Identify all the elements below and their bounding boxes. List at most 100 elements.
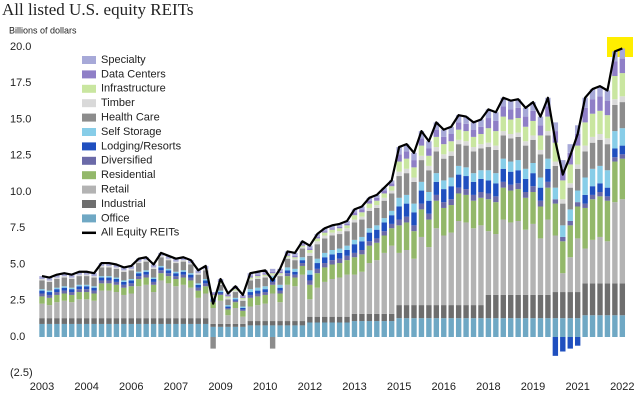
bar-segment bbox=[396, 176, 402, 198]
bar-segment bbox=[493, 120, 499, 132]
bar-segment bbox=[336, 258, 343, 264]
bar-segment bbox=[351, 212, 358, 216]
bar-segment bbox=[39, 290, 45, 294]
bar-segment bbox=[530, 294, 536, 319]
bar-segment bbox=[388, 223, 395, 229]
bar-segment bbox=[180, 260, 187, 262]
bar-segment bbox=[143, 318, 149, 324]
bar-segment bbox=[61, 287, 68, 291]
bar-segment bbox=[173, 258, 179, 262]
bar-segment bbox=[98, 280, 105, 284]
bar-segment bbox=[98, 276, 105, 278]
bar-segment bbox=[403, 158, 410, 169]
bar-segment bbox=[113, 318, 120, 324]
bar-segment bbox=[329, 260, 335, 265]
bar-segment bbox=[210, 302, 216, 308]
bar-segment bbox=[225, 323, 231, 327]
bar-segment bbox=[76, 289, 82, 293]
bar-segment bbox=[374, 197, 380, 201]
bar-segment bbox=[597, 183, 603, 192]
bar-segment bbox=[83, 274, 90, 277]
bar-segment bbox=[381, 222, 387, 232]
bar-segment bbox=[247, 277, 254, 279]
bar-segment bbox=[604, 200, 611, 242]
bar-segment bbox=[322, 281, 328, 317]
bar-segment bbox=[441, 318, 447, 337]
bar-segment bbox=[232, 290, 239, 293]
bar-segment bbox=[54, 292, 60, 295]
total-line bbox=[41, 47, 623, 305]
bar-segment bbox=[299, 244, 306, 246]
bar-segment bbox=[128, 265, 134, 269]
bar-segment bbox=[619, 128, 626, 146]
bar-segment bbox=[336, 316, 343, 323]
bar-segment bbox=[188, 287, 194, 319]
bar-segment bbox=[470, 200, 477, 229]
bar-segment bbox=[61, 293, 68, 301]
bar-segment bbox=[530, 139, 536, 163]
bar-segment bbox=[545, 106, 551, 117]
bar-segment bbox=[150, 281, 157, 285]
bar-segment bbox=[292, 268, 298, 272]
bar-segment bbox=[277, 302, 283, 322]
bar-segment bbox=[560, 180, 566, 200]
bar-segment bbox=[426, 165, 432, 171]
bar-segment bbox=[344, 316, 350, 323]
bar-segment bbox=[217, 326, 224, 337]
x-tick-label: 2018 bbox=[476, 381, 500, 393]
bar-segment bbox=[307, 248, 313, 250]
bar-segment bbox=[188, 273, 194, 275]
bar-segment bbox=[493, 294, 499, 319]
bar-segment bbox=[195, 297, 201, 319]
bar-segment bbox=[418, 145, 425, 156]
bar-segment bbox=[314, 244, 320, 259]
bar-segment bbox=[314, 322, 320, 337]
bar-segment bbox=[188, 274, 194, 278]
bar-segment bbox=[470, 129, 477, 137]
bar-segment bbox=[552, 165, 559, 188]
bar-segment bbox=[121, 294, 127, 319]
bar-segment bbox=[433, 173, 440, 182]
bar-segment bbox=[522, 229, 529, 295]
bar-segment bbox=[210, 294, 216, 297]
bar-segment bbox=[83, 289, 90, 293]
bar-segment bbox=[322, 235, 328, 239]
bar-segment bbox=[493, 112, 499, 121]
bar-segment bbox=[210, 293, 216, 295]
bar-segment bbox=[552, 203, 559, 236]
bar-segment bbox=[240, 299, 246, 301]
bar-segment bbox=[329, 254, 335, 261]
bar-segment bbox=[314, 263, 320, 269]
bar-segment bbox=[381, 200, 387, 219]
bar-segment bbox=[448, 134, 454, 142]
bar-segment bbox=[552, 337, 559, 356]
bar-segment bbox=[344, 228, 350, 232]
bar-segment bbox=[121, 267, 127, 271]
bar-segment bbox=[240, 296, 246, 298]
bar-segment bbox=[388, 186, 395, 191]
bar-segment bbox=[322, 263, 328, 268]
bar-segment bbox=[455, 144, 462, 166]
bar-segment bbox=[522, 126, 529, 142]
bar-segment bbox=[567, 187, 573, 210]
bar-segment bbox=[411, 160, 417, 168]
bar-segment bbox=[500, 135, 506, 159]
bar-segment bbox=[418, 131, 425, 139]
legend-swatch bbox=[82, 56, 96, 64]
bar-segment bbox=[292, 260, 298, 269]
bar-segment bbox=[448, 155, 454, 178]
bar-segment bbox=[604, 90, 611, 101]
legend-label: Diversified bbox=[101, 155, 152, 167]
bar-segment bbox=[448, 305, 454, 319]
bar-segment bbox=[255, 305, 261, 322]
bar-segment bbox=[441, 144, 447, 155]
bar-segment bbox=[69, 287, 75, 290]
bar-segment bbox=[418, 203, 425, 210]
bar-segment bbox=[136, 271, 142, 274]
bar-segment bbox=[478, 119, 484, 127]
bar-segment bbox=[455, 139, 462, 145]
bar-segment bbox=[604, 115, 611, 139]
bar-segment bbox=[46, 277, 53, 281]
bar-segment bbox=[292, 258, 298, 261]
bar-segment bbox=[91, 276, 97, 278]
